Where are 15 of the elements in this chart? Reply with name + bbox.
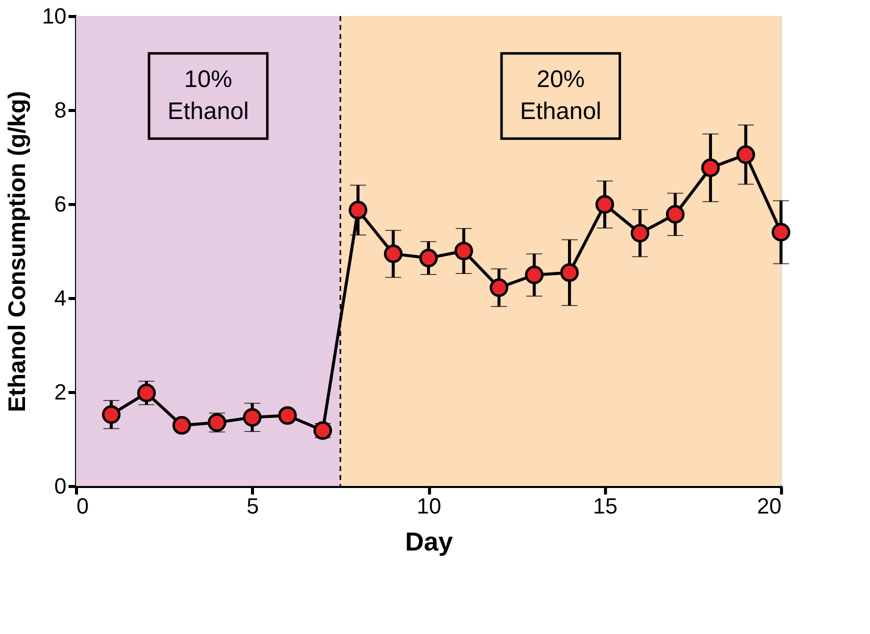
band-label: 10% Ethanol (167, 66, 249, 125)
x-tick-label: 20 (757, 494, 782, 518)
band-label: 20% Ethanol (520, 66, 602, 125)
y-tick-label: 10 (42, 4, 66, 28)
y-axis-title: Ethanol Consumption (g/kg) (4, 90, 32, 412)
y-tick-label: 4 (54, 286, 66, 310)
x-tick-label: 0 (76, 494, 89, 518)
x-tick-label: 15 (593, 494, 618, 518)
y-tick-label: 0 (54, 474, 66, 498)
x-tick-label: 10 (416, 494, 442, 518)
y-tick-label: 2 (54, 380, 66, 404)
y-tick-label: 8 (54, 98, 66, 122)
x-axis-title: Day (405, 526, 454, 556)
x-tick-label: 5 (246, 494, 259, 518)
y-tick-label: 6 (54, 192, 66, 216)
